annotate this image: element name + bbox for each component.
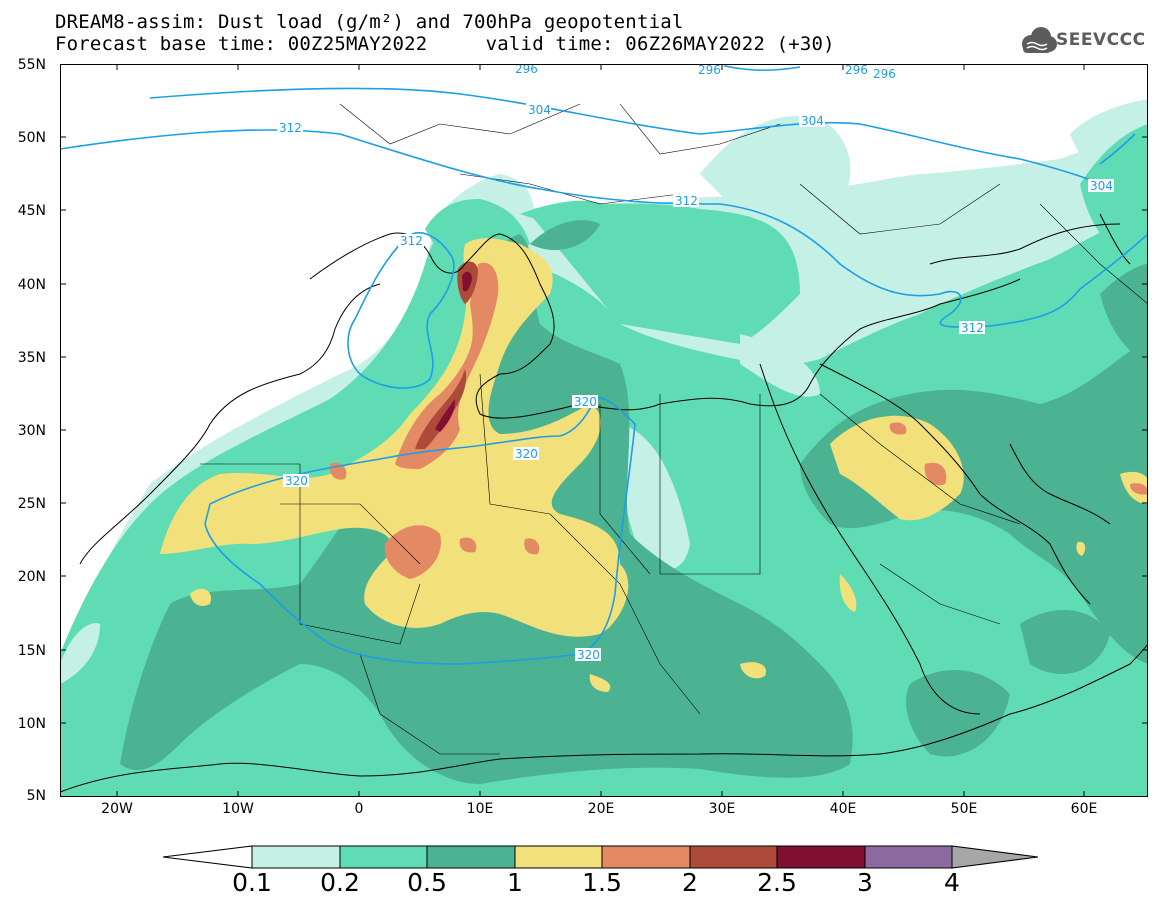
colorbar-over-triangle	[951, 845, 1039, 869]
colorbar-label: 1	[507, 868, 523, 897]
isoline-312-iberia	[347, 232, 455, 389]
lat-label: 35N	[17, 350, 46, 366]
contour-label: 304	[528, 103, 551, 117]
seevccc-logo	[1022, 27, 1057, 53]
colorbar-label: 0.5	[407, 868, 447, 897]
logo-text: SEEVCCC	[1056, 30, 1146, 50]
contour-label: 312	[400, 234, 423, 248]
lat-label: 55N	[17, 57, 46, 73]
isoline-312	[60, 129, 1148, 328]
contour-label: 320	[577, 648, 600, 662]
contour-label: 296	[845, 64, 868, 77]
contour-label: 320	[285, 474, 308, 488]
lon-label: 20W	[101, 801, 133, 817]
colorbar-segment	[776, 845, 866, 869]
colorbar	[162, 845, 1039, 869]
geopotential-isolines	[60, 64, 1148, 665]
colorbar-segment	[426, 845, 516, 869]
colorbar-label: 3	[857, 868, 873, 897]
contour-label: 296	[515, 64, 538, 76]
lon-label: 30E	[708, 801, 736, 817]
map-subtitle-times: Forecast base time: 00Z25MAY2022 valid t…	[55, 33, 835, 55]
colorbar-label: 2.5	[757, 868, 797, 897]
lon-label: 10E	[466, 801, 494, 817]
lon-label: 0	[354, 801, 364, 817]
lon-label: 20E	[587, 801, 615, 817]
contour-label: 312	[279, 121, 302, 135]
colorbar-segment	[689, 845, 778, 869]
colorbar-segment	[601, 845, 691, 869]
colorbar-segment	[251, 845, 341, 869]
lon-label: 10W	[222, 801, 254, 817]
contour-labels: 296 296 296 296 304 304 304 312 312 312 …	[277, 64, 1114, 662]
colorbar-segment	[514, 845, 603, 869]
colorbar-label: 1.5	[582, 868, 622, 897]
lat-label: 20N	[17, 569, 46, 585]
isoline-304-east	[1099, 133, 1136, 165]
lat-label: 25N	[17, 496, 46, 512]
contour-label: 304	[1090, 179, 1113, 193]
lat-label: 40N	[17, 277, 46, 293]
contour-label: 296	[698, 64, 721, 77]
isoline-304	[149, 87, 1101, 185]
contour-label: 320	[515, 447, 538, 461]
lon-label: 50E	[950, 801, 978, 817]
lat-label: 45N	[17, 203, 46, 219]
contour-label: 320	[574, 395, 597, 409]
colorbar-segment	[864, 845, 953, 869]
lon-label: 60E	[1070, 801, 1098, 817]
country-borders	[200, 103, 1148, 755]
colorbar-label: 0.1	[232, 868, 272, 897]
axis-ticks	[60, 64, 1148, 797]
colorbar-label: 2	[682, 868, 698, 897]
map-title: DREAM8-assim: Dust load (g/m²) and 700hP…	[55, 11, 684, 33]
dust-load-map: 296 296 296 296 304 304 304 312 312 312 …	[60, 64, 1148, 797]
lat-label: 50N	[17, 130, 46, 146]
lat-label: 15N	[17, 643, 46, 659]
colorbar-under-triangle	[162, 845, 253, 869]
dust-shading	[60, 99, 1148, 797]
colorbar-label: 4	[944, 868, 960, 897]
isoline-296	[713, 64, 801, 72]
colorbar-label: 0.2	[320, 868, 360, 897]
lon-label: 40E	[829, 801, 857, 817]
contour-label: 304	[801, 114, 824, 128]
contour-label: 296	[873, 67, 896, 81]
contour-label: 312	[675, 194, 698, 208]
lat-label: 10N	[17, 716, 46, 732]
lat-label: 5N	[26, 788, 46, 804]
colorbar-segment	[339, 845, 428, 869]
lat-label: 30N	[17, 423, 46, 439]
coastlines	[60, 213, 1148, 793]
isoline-320	[204, 397, 636, 665]
contour-label: 312	[961, 321, 984, 335]
